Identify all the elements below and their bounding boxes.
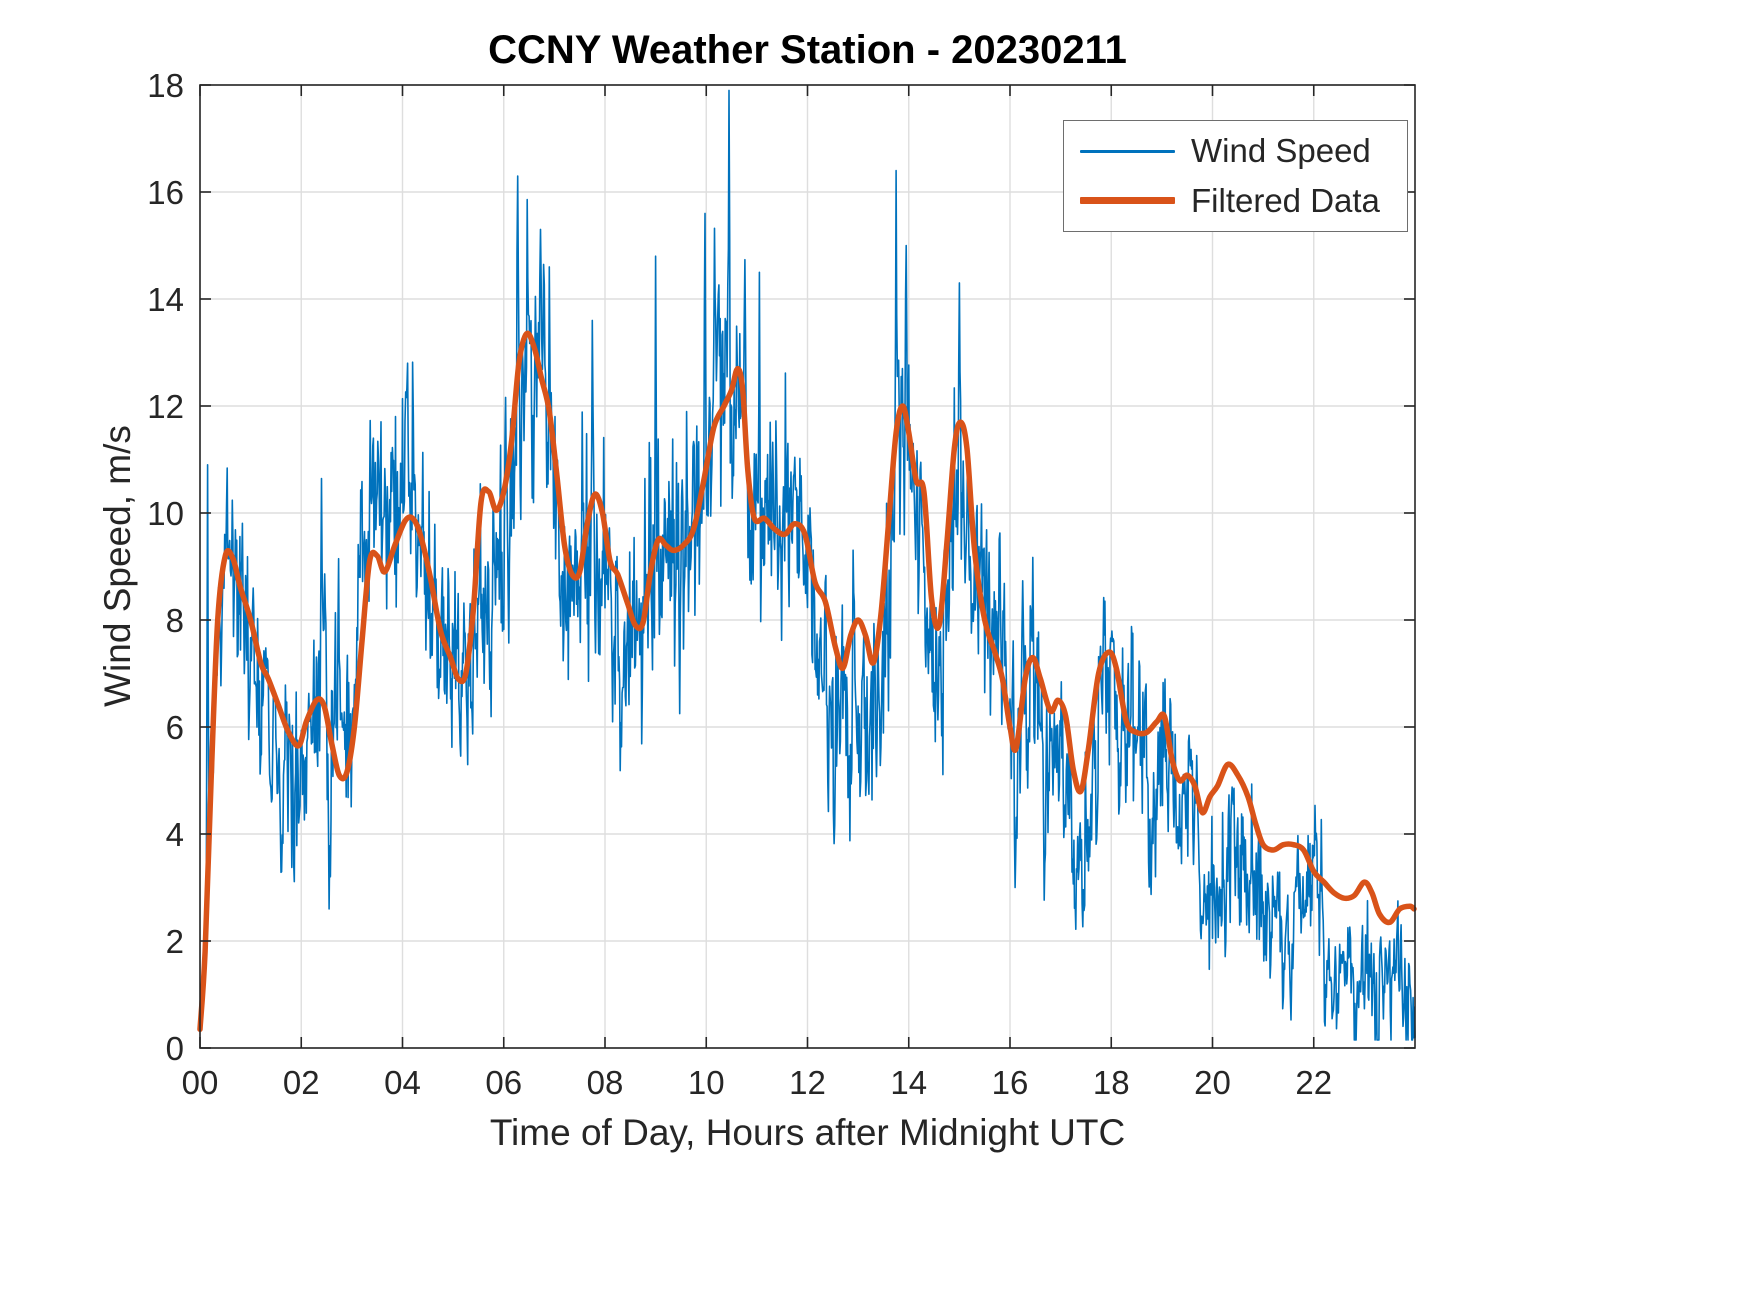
x-tick-label: 22 [1295, 1064, 1332, 1101]
y-tick-label: 4 [166, 816, 184, 853]
x-tick-label: 10 [688, 1064, 725, 1101]
x-tick-label: 00 [182, 1064, 219, 1101]
legend-label-wind-speed: Wind Speed [1191, 132, 1371, 170]
x-axis-label: Time of Day, Hours after Midnight UTC [489, 1112, 1126, 1153]
legend-label-filtered-data: Filtered Data [1191, 181, 1380, 219]
y-tick-label: 10 [147, 495, 184, 532]
chart-title: CCNY Weather Station - 20230211 [488, 28, 1127, 72]
x-tick-label: 16 [992, 1064, 1029, 1101]
y-tick-label: 2 [166, 923, 184, 960]
wind-speed-line [199, 89, 1416, 1041]
x-tick-label: 02 [283, 1064, 320, 1101]
legend-swatch-wind-speed [1080, 149, 1175, 153]
filtered-data-line [197, 330, 1417, 1033]
y-tick-label: 14 [147, 281, 184, 318]
x-tick-label: 06 [485, 1064, 522, 1101]
x-tick-label: 12 [789, 1064, 826, 1101]
x-tick-label: 14 [890, 1064, 927, 1101]
y-tick-label: 6 [166, 709, 184, 746]
x-tick-label: 08 [587, 1064, 624, 1101]
x-tick-label: 18 [1093, 1064, 1130, 1101]
legend: Wind Speed Filtered Data [1063, 120, 1408, 232]
tick-marks [199, 84, 1415, 1049]
x-tick-label: 20 [1194, 1064, 1231, 1101]
y-tick-label: 0 [166, 1030, 184, 1067]
y-tick-label: 8 [166, 602, 184, 639]
x-tick-label: 04 [384, 1064, 421, 1101]
y-tick-label: 18 [147, 67, 184, 104]
legend-swatch-filtered-data [1080, 197, 1175, 205]
legend-entry: Filtered Data [1080, 182, 1391, 220]
legend-entry: Wind Speed [1080, 132, 1391, 170]
y-axis-label: Wind Speed, m/s [97, 425, 138, 707]
y-tick-label: 12 [147, 388, 184, 425]
y-tick-label: 16 [147, 174, 184, 211]
